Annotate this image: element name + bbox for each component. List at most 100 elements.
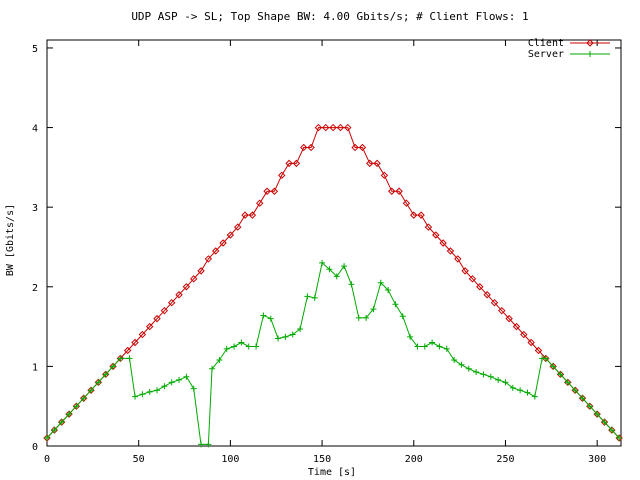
data-point xyxy=(336,123,345,132)
y-tick-label: 2 xyxy=(32,283,38,294)
data-point xyxy=(473,368,480,375)
data-point xyxy=(380,171,389,180)
data-point xyxy=(348,281,355,288)
data-point xyxy=(95,379,102,386)
data-point xyxy=(212,247,220,255)
data-point xyxy=(102,371,109,378)
data-point xyxy=(373,159,381,168)
data-point xyxy=(594,411,601,418)
plot-border xyxy=(46,39,622,447)
series-line xyxy=(46,127,620,439)
data-point xyxy=(175,291,183,299)
data-point xyxy=(292,159,301,168)
data-point xyxy=(407,333,414,340)
data-point xyxy=(223,345,230,352)
data-point xyxy=(505,314,513,323)
data-point xyxy=(168,379,175,386)
data-point xyxy=(385,286,392,293)
data-point xyxy=(304,293,311,300)
data-point xyxy=(270,187,279,195)
data-point xyxy=(126,355,133,362)
data-point xyxy=(490,298,499,307)
data-point xyxy=(410,211,418,219)
data-point xyxy=(267,315,274,322)
data-point xyxy=(241,211,249,219)
x-tick-label: 0 xyxy=(44,454,50,465)
data-point xyxy=(531,393,538,400)
data-point xyxy=(579,395,586,402)
data-point xyxy=(183,373,190,380)
data-point xyxy=(414,343,421,350)
y-tick-label: 4 xyxy=(32,124,38,135)
data-point xyxy=(160,306,169,315)
data-point xyxy=(587,51,593,57)
data-point xyxy=(483,291,491,299)
data-point xyxy=(182,283,191,291)
data-point xyxy=(66,411,73,418)
data-point xyxy=(527,338,535,347)
data-point xyxy=(476,283,484,291)
x-axis-label: Time [s] xyxy=(308,467,356,478)
data-point xyxy=(429,339,436,346)
x-tick-label: 50 xyxy=(133,454,145,465)
data-point xyxy=(557,371,564,378)
data-point xyxy=(572,387,579,394)
y-tick-label: 1 xyxy=(32,362,38,373)
data-point xyxy=(601,419,608,426)
data-point xyxy=(51,427,58,434)
data-point xyxy=(282,333,289,340)
data-point xyxy=(198,441,205,448)
data-point xyxy=(377,279,384,286)
data-point xyxy=(44,435,50,442)
data-point xyxy=(88,387,95,394)
data-point xyxy=(131,338,139,347)
data-point xyxy=(480,371,487,378)
data-point xyxy=(465,365,472,372)
data-point xyxy=(275,335,282,342)
data-point xyxy=(132,393,139,400)
data-point xyxy=(520,330,528,339)
data-point xyxy=(421,343,428,350)
data-point xyxy=(443,345,450,352)
data-point xyxy=(417,211,425,219)
x-tick-label: 150 xyxy=(313,454,331,465)
data-point xyxy=(351,143,359,152)
data-point xyxy=(468,275,477,283)
data-point xyxy=(154,387,161,394)
data-point xyxy=(344,123,352,132)
data-point xyxy=(451,357,458,364)
data-point xyxy=(297,325,304,332)
data-point xyxy=(153,314,161,323)
data-point xyxy=(314,123,323,132)
data-point xyxy=(502,379,509,386)
data-point xyxy=(524,389,531,396)
data-point xyxy=(322,123,330,132)
data-point xyxy=(117,355,124,362)
y-tick-label: 0 xyxy=(32,442,38,453)
data-point xyxy=(307,143,315,152)
data-point xyxy=(363,314,370,321)
data-point xyxy=(226,231,235,239)
data-point xyxy=(139,391,146,398)
data-point xyxy=(248,211,257,219)
data-point xyxy=(300,143,308,152)
data-point xyxy=(204,255,213,263)
data-point xyxy=(326,266,333,273)
data-point xyxy=(424,223,433,231)
series-layer xyxy=(43,123,623,448)
legend-label: Server xyxy=(528,49,564,60)
data-point xyxy=(278,171,286,180)
data-point xyxy=(263,187,271,195)
data-point xyxy=(446,247,455,255)
data-point xyxy=(260,312,267,319)
x-tick-label: 100 xyxy=(221,454,239,465)
data-point xyxy=(454,255,462,263)
data-point xyxy=(145,322,154,331)
x-tick-label: 200 xyxy=(405,454,423,465)
data-point xyxy=(564,379,571,386)
data-point xyxy=(495,376,502,383)
data-point xyxy=(311,294,318,301)
series-line xyxy=(46,261,620,445)
data-point xyxy=(439,239,447,247)
